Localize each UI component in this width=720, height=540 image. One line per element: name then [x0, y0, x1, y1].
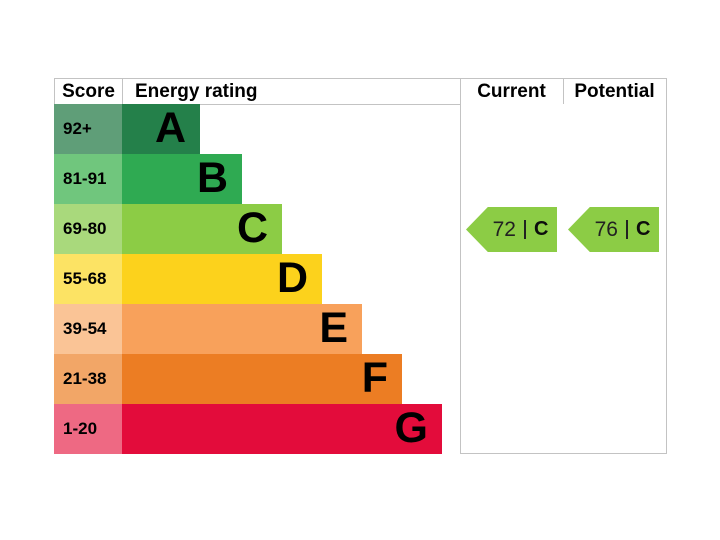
score-range-D: 55-68 [54, 254, 122, 304]
score-range-F: 21-38 [54, 354, 122, 404]
header-score: Score [54, 78, 123, 105]
header-energy-rating: Energy rating [122, 78, 461, 105]
band-row-C: 69-80 C [54, 204, 460, 254]
rating-bar-A: A [122, 104, 200, 154]
rating-bar-D: D [122, 254, 322, 304]
current-rating-arrow: 72 C [466, 207, 557, 252]
header-potential: Potential [563, 78, 667, 105]
score-range-A: 92+ [54, 104, 122, 154]
score-range-B: 81-91 [54, 154, 122, 204]
potential-score-value: 76 [594, 217, 618, 241]
current-column [460, 104, 564, 454]
band-row-E: 39-54 E [54, 304, 460, 354]
header-current: Current [460, 78, 564, 105]
current-band-letter: C [533, 218, 549, 240]
potential-rating-arrow: 76 C [568, 207, 659, 252]
band-row-B: 81-91 B [54, 154, 460, 204]
score-range-G: 1-20 [54, 404, 122, 454]
score-band-separator [625, 220, 628, 239]
score-band-separator [523, 220, 526, 239]
rating-bar-F: F [122, 354, 402, 404]
band-row-D: 55-68 D [54, 254, 460, 304]
rating-bar-E: E [122, 304, 362, 354]
band-row-A: 92+ A [54, 104, 460, 154]
rating-bar-C: C [122, 204, 282, 254]
score-range-C: 69-80 [54, 204, 122, 254]
potential-band-letter: C [635, 218, 651, 240]
rating-bar-G: G [122, 404, 442, 454]
rating-bar-B: B [122, 154, 242, 204]
score-range-E: 39-54 [54, 304, 122, 354]
potential-column [563, 104, 667, 454]
current-score-value: 72 [492, 217, 516, 241]
band-row-F: 21-38 F [54, 354, 460, 404]
band-row-G: 1-20 G [54, 404, 460, 454]
